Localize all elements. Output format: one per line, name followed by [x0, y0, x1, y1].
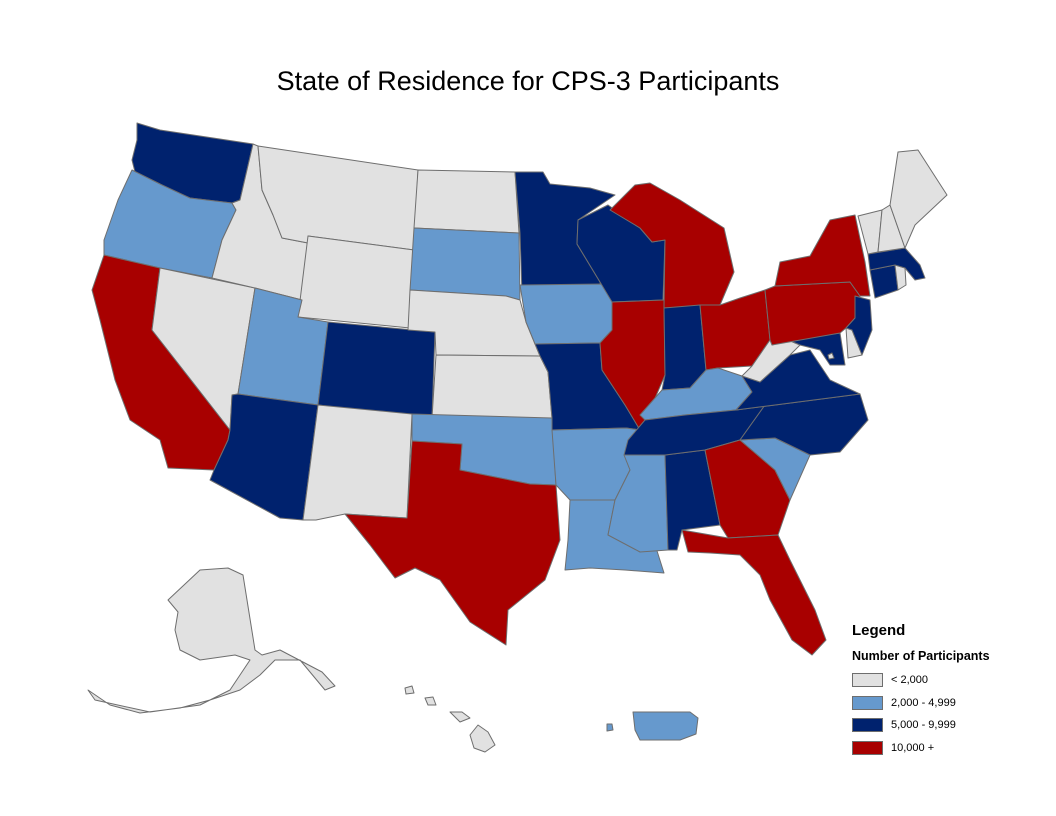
state-ny[interactable]	[774, 214, 871, 297]
state-ks[interactable]	[431, 354, 553, 419]
legend-item: < 2,000	[852, 669, 990, 692]
legend-label: 5,000 - 9,999	[891, 719, 956, 732]
legend-label: 2,000 - 4,999	[891, 696, 956, 709]
legend-swatch	[852, 718, 883, 733]
state-ct[interactable]	[869, 264, 899, 299]
legend-subtitle: Number of Participants	[852, 649, 990, 663]
legend-title: Legend	[852, 622, 906, 639]
legend-swatch	[852, 740, 883, 755]
state-nd[interactable]	[413, 169, 520, 234]
state-mi[interactable]	[609, 182, 735, 309]
state-mt[interactable]	[257, 145, 419, 251]
state-hi-oahu[interactable]	[424, 696, 437, 706]
legend-swatch	[852, 673, 883, 688]
state-me[interactable]	[889, 149, 948, 249]
territory-pr-islet[interactable]	[606, 723, 614, 732]
state-ia[interactable]	[519, 283, 616, 345]
state-dc[interactable]	[827, 352, 835, 360]
legend-item: 2,000 - 4,999	[852, 692, 990, 715]
state-tx[interactable]	[344, 440, 561, 646]
state-nm[interactable]	[302, 404, 413, 521]
legend-item: 5,000 - 9,999	[852, 714, 990, 737]
map-title: State of Residence for CPS-3 Participant…	[276, 66, 780, 96]
state-ak[interactable]	[87, 567, 336, 714]
legend-item: 10,000 +	[852, 737, 990, 760]
state-hi-maui[interactable]	[449, 711, 471, 723]
state-co[interactable]	[317, 321, 436, 419]
state-hi-kauai[interactable]	[404, 685, 415, 695]
legend-label: 10,000 +	[891, 741, 935, 754]
state-wy[interactable]	[297, 235, 415, 329]
state-hi-big[interactable]	[469, 724, 496, 753]
state-sd[interactable]	[409, 227, 521, 301]
state-ma[interactable]	[867, 247, 926, 281]
legend-swatch	[852, 695, 883, 710]
legend: Legend Number of Participants < 2,000 2,…	[852, 622, 990, 759]
state-fl[interactable]	[681, 529, 827, 656]
legend-label: < 2,000	[891, 674, 929, 687]
state-nj[interactable]	[845, 295, 873, 356]
state-pa[interactable]	[764, 281, 861, 346]
territory-pr[interactable]	[632, 711, 699, 741]
